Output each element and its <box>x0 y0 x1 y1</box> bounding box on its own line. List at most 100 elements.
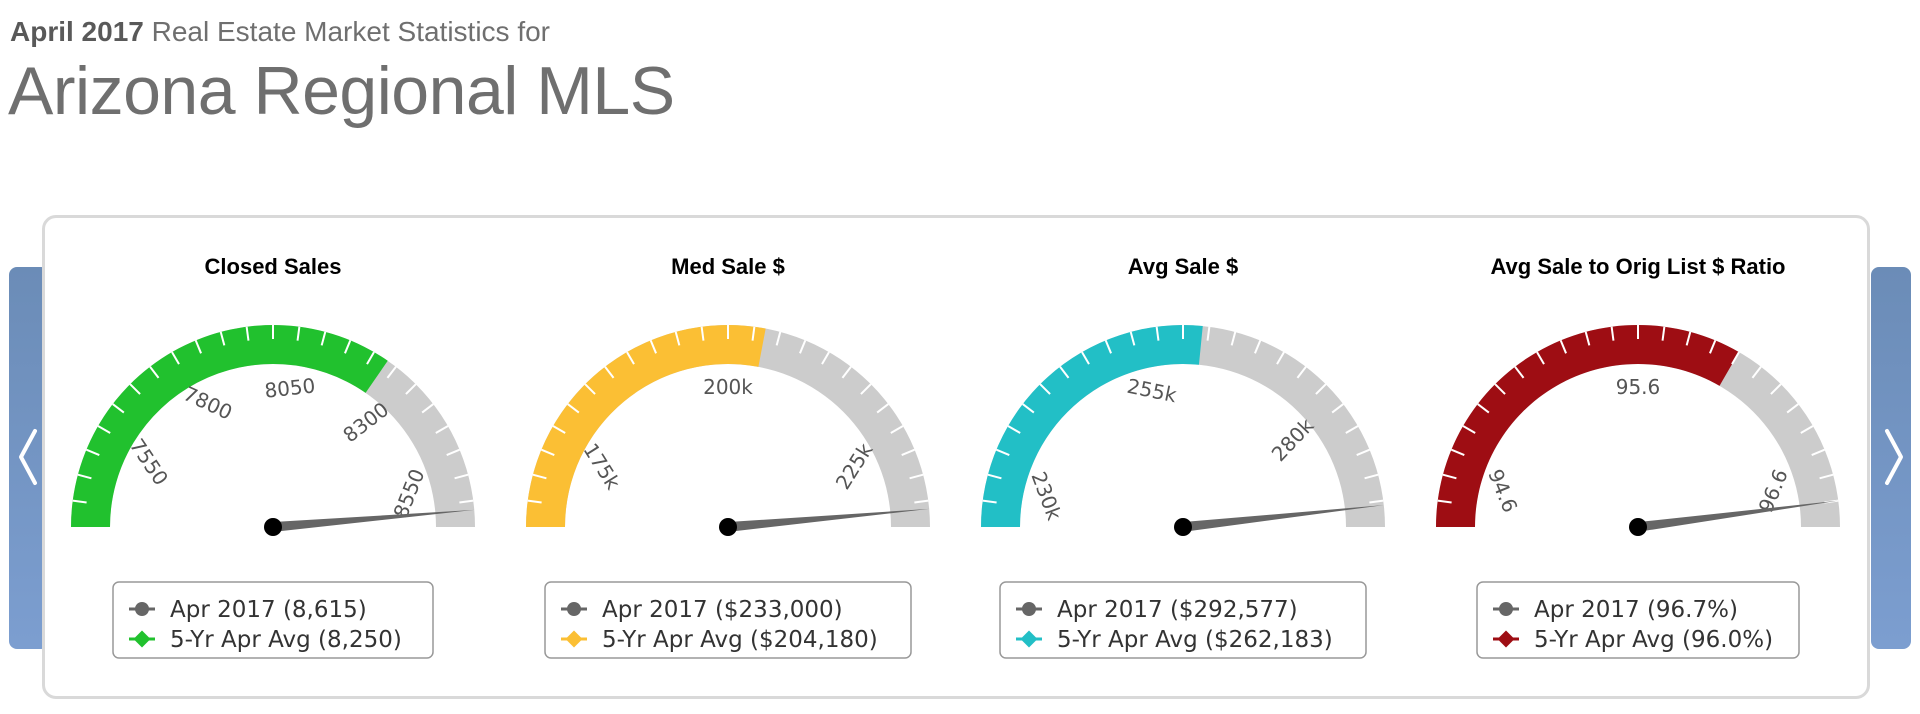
gauge-tick-label: 7800 <box>180 381 236 424</box>
legend-label: 5-Yr Apr Avg (96.0%) <box>1534 627 1773 653</box>
legend-label: Apr 2017 (96.7%) <box>1534 597 1738 623</box>
legend-label: Apr 2017 ($292,577) <box>1057 597 1298 623</box>
gauge-tick <box>1230 331 1237 346</box>
gauge-tick <box>112 403 125 414</box>
gauge-tick <box>1559 339 1567 354</box>
chevron-right-icon <box>1885 429 1903 485</box>
gauge-tick <box>649 339 657 354</box>
gauge-tick <box>982 499 997 504</box>
gauge-tick-label: 8050 <box>263 373 316 402</box>
legend-marker <box>1022 602 1036 616</box>
gauge-tick <box>1494 383 1506 395</box>
gauge-tick <box>1462 425 1476 434</box>
gauge-pivot <box>1174 518 1192 536</box>
legend-box <box>112 581 434 659</box>
gauge-tick <box>584 383 596 395</box>
gauge-tick <box>1059 366 1070 379</box>
gauge-tick <box>1276 351 1285 365</box>
gauge-tick <box>1811 448 1826 456</box>
gauge-tick <box>532 473 547 480</box>
gauge-tick <box>386 366 397 379</box>
gauge-tick <box>821 351 830 365</box>
gauge-tick <box>1442 473 1457 480</box>
gauge-tick <box>1610 326 1615 341</box>
gauge-legend: Apr 2017 (96.7%) 5-Yr Apr Avg (96.0%) <box>1476 581 1800 659</box>
page-title: Arizona Regional MLS <box>8 53 675 129</box>
gauge-tick <box>700 326 705 341</box>
legend-label: 5-Yr Apr Avg (8,250) <box>170 627 402 653</box>
gauge-4: Avg Sale to Orig List $ Ratio94.695.696.… <box>1436 254 1840 659</box>
gauge-tick <box>860 383 872 395</box>
gauge-tick <box>1356 448 1371 456</box>
gauge-tick <box>1477 403 1490 414</box>
gauge-title: Med Sale $ <box>671 254 785 279</box>
next-slide-button[interactable] <box>1871 267 1911 649</box>
gauge-tick <box>1369 499 1384 504</box>
legend-label: Apr 2017 (8,615) <box>170 597 367 623</box>
gauge-tick <box>1536 351 1545 365</box>
gauge-pivot <box>264 518 282 536</box>
gauge-tick <box>1731 351 1740 365</box>
gauge-tick <box>567 403 580 414</box>
gauge-tick <box>454 473 469 480</box>
gauge-tick-label: 255k <box>1125 374 1179 408</box>
gauge-band <box>1436 325 1739 527</box>
gauge-tick <box>552 425 566 434</box>
gauge-tick <box>366 351 375 365</box>
gauge-tick <box>674 331 681 346</box>
gauge-band <box>981 325 1203 527</box>
gauge-pivot <box>1629 518 1647 536</box>
gauge-tick-label: 175k <box>579 439 626 494</box>
gauge-tick <box>1007 425 1021 434</box>
gauge-tick <box>129 383 141 395</box>
legend-label: 5-Yr Apr Avg ($204,180) <box>602 627 878 653</box>
gauge-tick <box>1819 473 1834 480</box>
gauge-legend: Apr 2017 ($233,000) 5-Yr Apr Avg ($204,18… <box>544 581 912 659</box>
gauge-tick <box>1345 425 1359 434</box>
legend-marker <box>1499 602 1513 616</box>
gauge-tick <box>296 326 301 341</box>
gauge-tick <box>1022 403 1035 414</box>
gauge-tick <box>1039 383 1051 395</box>
gauge-tick <box>1081 351 1090 365</box>
gauge-tick <box>405 383 417 395</box>
gauge-band <box>71 325 388 527</box>
gauge-tick <box>245 326 250 341</box>
legend-marker <box>565 630 583 648</box>
gauge-needle <box>272 509 475 532</box>
legend-label: 5-Yr Apr Avg ($262,183) <box>1057 627 1333 653</box>
gauge-tick <box>171 351 180 365</box>
gauge-tick <box>1661 326 1666 341</box>
gauge-tick <box>995 448 1010 456</box>
legend-marker <box>1497 630 1515 648</box>
gauge-tick <box>421 403 434 414</box>
chevron-left-icon <box>19 429 37 485</box>
gauge-legend: Apr 2017 ($292,577) 5-Yr Apr Avg ($262,18… <box>999 581 1367 659</box>
gauge-tick <box>1129 331 1136 346</box>
gauge-tick <box>841 366 852 379</box>
gauge-tick-label: 230k <box>1026 468 1066 523</box>
subtitle-text: Real Estate Market Statistics for <box>151 16 550 47</box>
gauge-needle <box>727 508 930 532</box>
gauge-tick <box>914 499 929 504</box>
gauge-tick <box>1104 339 1112 354</box>
legend-box <box>999 581 1367 659</box>
gauge-tick <box>1584 331 1591 346</box>
gauge-tick <box>775 331 782 346</box>
gauge-tick <box>987 473 1002 480</box>
gauge-tick <box>344 339 352 354</box>
gauge-tick <box>626 351 635 365</box>
gauge-tick <box>876 403 889 414</box>
gauge-tick-label: 200k <box>703 375 753 399</box>
gauge-tick-label: 94.6 <box>1483 466 1522 516</box>
legend-label: Apr 2017 ($233,000) <box>602 597 843 623</box>
gauge-needle <box>1637 500 1839 532</box>
legend-box <box>544 581 912 659</box>
gauge-tick <box>751 326 756 341</box>
gauge-tick <box>890 425 904 434</box>
legend-marker <box>1020 630 1038 648</box>
